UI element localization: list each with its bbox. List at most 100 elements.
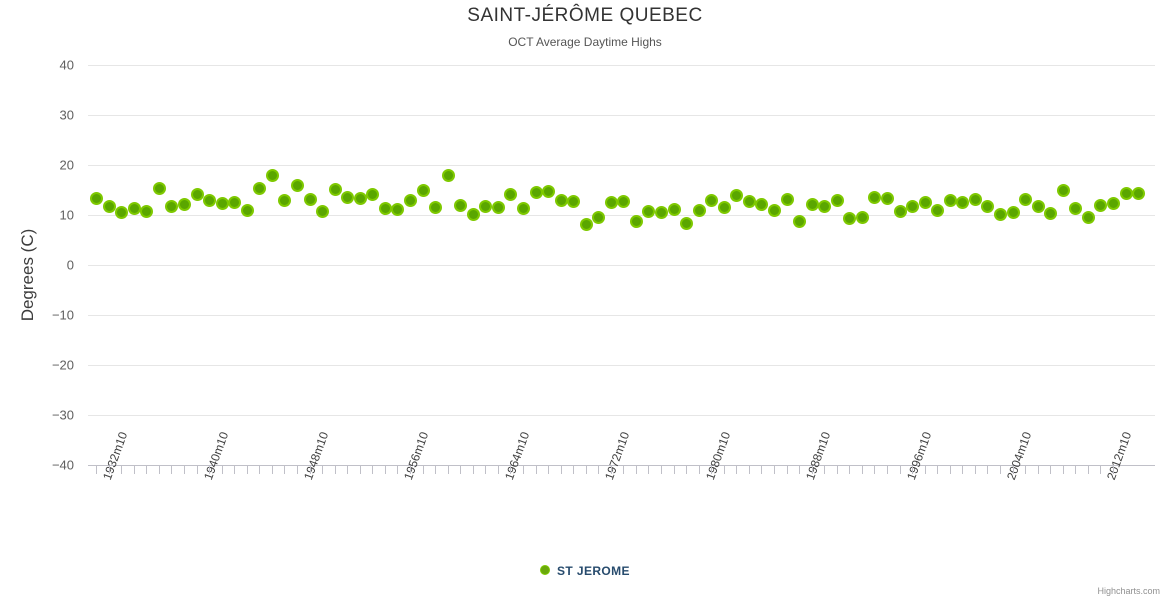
data-point[interactable]: [504, 188, 518, 201]
data-point[interactable]: [931, 204, 945, 217]
data-point[interactable]: [366, 188, 380, 201]
data-point[interactable]: [178, 197, 192, 211]
x-axis-tick: [611, 466, 612, 474]
data-point[interactable]: [680, 217, 694, 230]
data-point[interactable]: [1069, 201, 1083, 215]
data-point[interactable]: [755, 198, 769, 211]
data-point[interactable]: [1044, 207, 1058, 220]
data-point[interactable]: [579, 217, 593, 231]
data-point[interactable]: [981, 199, 995, 213]
x-axis-tick: [862, 466, 863, 474]
data-point[interactable]: [1019, 193, 1033, 206]
x-axis-tick: [749, 466, 750, 474]
y-axis-tick-label: −40: [51, 457, 74, 473]
x-axis-tick: [648, 466, 649, 474]
data-point[interactable]: [642, 205, 656, 218]
data-point[interactable]: [1106, 196, 1120, 210]
data-point[interactable]: [1056, 184, 1070, 197]
data-point[interactable]: [830, 193, 844, 207]
data-point[interactable]: [228, 196, 242, 209]
credits-label[interactable]: Highcharts.com: [1097, 586, 1160, 596]
x-axis-tick: [799, 466, 800, 474]
data-point[interactable]: [793, 214, 807, 228]
data-point[interactable]: [115, 206, 129, 219]
data-point[interactable]: [341, 191, 355, 204]
data-point[interactable]: [491, 200, 505, 214]
data-point[interactable]: [1132, 186, 1146, 200]
data-point[interactable]: [90, 192, 104, 205]
data-point[interactable]: [265, 168, 279, 182]
data-point[interactable]: [291, 179, 304, 192]
data-point[interactable]: [893, 205, 907, 218]
data-point[interactable]: [667, 202, 681, 216]
data-point[interactable]: [1081, 210, 1095, 224]
data-point[interactable]: [818, 199, 832, 213]
data-point[interactable]: [416, 184, 430, 197]
data-point[interactable]: [215, 196, 229, 210]
data-point[interactable]: [403, 194, 417, 207]
data-point[interactable]: [855, 211, 869, 224]
data-point[interactable]: [1031, 200, 1045, 213]
data-point[interactable]: [454, 199, 468, 212]
data-point[interactable]: [479, 200, 493, 213]
data-point[interactable]: [391, 203, 405, 216]
data-point[interactable]: [780, 192, 794, 206]
data-point[interactable]: [868, 191, 882, 204]
data-point[interactable]: [880, 192, 894, 205]
data-point[interactable]: [441, 169, 455, 182]
data-point[interactable]: [554, 193, 568, 207]
x-axis-tick: [774, 466, 775, 474]
data-point[interactable]: [165, 199, 179, 213]
y-axis-tick-label: −20: [51, 357, 74, 373]
data-point[interactable]: [328, 183, 342, 196]
gridline: [88, 365, 1155, 366]
legend-item-label[interactable]: ST JEROME: [557, 563, 630, 578]
data-point[interactable]: [592, 211, 606, 224]
data-point[interactable]: [140, 204, 154, 218]
data-point[interactable]: [353, 192, 367, 205]
data-point[interactable]: [692, 203, 706, 217]
data-point[interactable]: [127, 201, 141, 215]
data-point[interactable]: [1094, 198, 1108, 212]
plot-area: [88, 65, 1155, 466]
data-point[interactable]: [968, 193, 982, 206]
x-axis-tick: [724, 466, 725, 474]
data-point[interactable]: [240, 204, 254, 217]
data-point[interactable]: [1006, 206, 1020, 219]
data-point[interactable]: [1119, 186, 1133, 200]
data-point[interactable]: [629, 214, 643, 228]
x-axis-tick: [146, 466, 147, 474]
data-point[interactable]: [102, 200, 116, 213]
data-point[interactable]: [604, 196, 618, 209]
data-point[interactable]: [190, 187, 204, 201]
data-point[interactable]: [429, 201, 443, 214]
data-point[interactable]: [918, 195, 932, 209]
data-point[interactable]: [253, 181, 267, 195]
chart-legend[interactable]: ST JEROME: [0, 563, 1170, 578]
data-point[interactable]: [278, 193, 292, 207]
data-point[interactable]: [617, 194, 631, 208]
x-axis-tick: [912, 466, 913, 474]
data-point[interactable]: [529, 186, 543, 199]
data-point[interactable]: [906, 199, 920, 213]
data-point[interactable]: [956, 196, 970, 209]
data-point[interactable]: [378, 202, 392, 215]
data-point[interactable]: [705, 193, 719, 207]
data-point[interactable]: [303, 192, 317, 206]
data-point[interactable]: [943, 194, 957, 207]
data-point[interactable]: [768, 203, 782, 217]
data-point[interactable]: [203, 193, 217, 207]
data-point[interactable]: [655, 206, 669, 219]
data-point[interactable]: [466, 208, 480, 221]
data-point[interactable]: [717, 200, 731, 214]
data-point[interactable]: [316, 205, 330, 218]
data-point[interactable]: [993, 207, 1007, 221]
data-point[interactable]: [742, 195, 756, 208]
data-point[interactable]: [542, 185, 556, 198]
data-point[interactable]: [516, 202, 530, 215]
data-point[interactable]: [805, 198, 819, 211]
data-point[interactable]: [567, 195, 581, 208]
data-point[interactable]: [843, 212, 857, 225]
data-point[interactable]: [152, 181, 166, 195]
data-point[interactable]: [730, 189, 744, 202]
